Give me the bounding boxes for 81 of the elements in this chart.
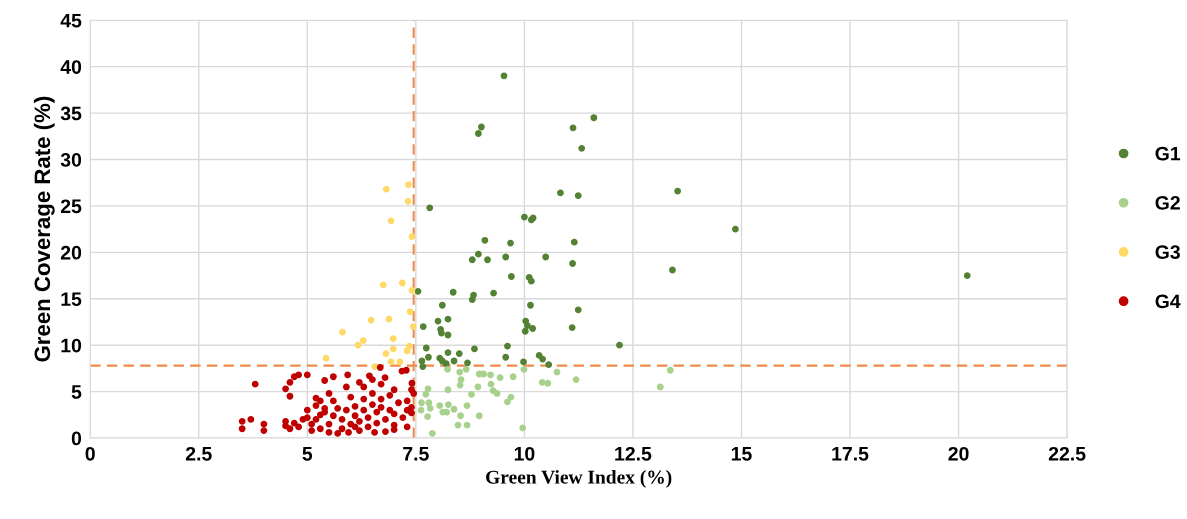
- legend-label: G1: [1155, 146, 1181, 161]
- point: [385, 315, 393, 323]
- point: [445, 401, 452, 409]
- point: [656, 383, 664, 391]
- point: [354, 341, 362, 349]
- point: [456, 381, 464, 389]
- point: [509, 373, 517, 381]
- point: [398, 279, 406, 287]
- point: [462, 365, 470, 373]
- point: [520, 365, 528, 373]
- point: [487, 380, 495, 388]
- y-tick-label: 0: [71, 431, 82, 446]
- point: [389, 345, 397, 353]
- point: [387, 217, 395, 225]
- point: [666, 366, 674, 374]
- point: [519, 424, 527, 432]
- legend-label: G4: [1155, 294, 1181, 309]
- point: [379, 281, 387, 289]
- y-tick-label: 15: [61, 292, 82, 307]
- legend-label: G2: [1155, 195, 1180, 210]
- y-tick-label: 25: [60, 199, 82, 214]
- point: [405, 181, 412, 188]
- legend-label: G3: [1155, 245, 1180, 259]
- y-axis-title: Green Coverage Rate (%): [33, 96, 55, 362]
- point: [422, 391, 430, 398]
- point: [428, 429, 436, 437]
- y-tick-label: 5: [71, 385, 82, 399]
- y-tick-label: 35: [60, 106, 82, 121]
- point: [493, 390, 501, 397]
- point: [456, 368, 464, 376]
- point: [504, 398, 511, 406]
- point: [443, 408, 451, 416]
- point: [359, 337, 367, 344]
- x-tick-label: 17.5: [832, 447, 869, 461]
- point: [480, 370, 487, 378]
- point: [418, 399, 425, 407]
- x-tick-label: 7.5: [403, 447, 429, 461]
- point: [457, 376, 465, 383]
- point: [389, 335, 397, 343]
- x-tick-label: 20: [948, 446, 969, 461]
- y-tick-label: 40: [60, 60, 82, 74]
- point: [426, 404, 434, 412]
- point: [544, 379, 552, 387]
- point: [322, 354, 330, 362]
- x-tick-label: 12.5: [615, 446, 652, 461]
- point: [463, 402, 471, 409]
- y-tick-label: 45: [60, 13, 82, 28]
- point: [382, 185, 390, 193]
- point: [406, 308, 414, 316]
- point: [424, 413, 431, 421]
- point: [444, 386, 452, 394]
- x-tick-label: 0: [85, 446, 95, 461]
- point: [450, 405, 458, 413]
- point: [444, 365, 451, 373]
- point: [408, 233, 416, 240]
- x-tick-label: 15: [731, 447, 752, 461]
- x-tick-label: 10: [514, 446, 535, 461]
- y-tick-label: 30: [60, 152, 82, 167]
- point: [404, 197, 412, 205]
- point: [487, 371, 494, 379]
- point: [475, 412, 483, 420]
- point: [339, 328, 346, 336]
- point: [396, 358, 404, 366]
- x-tick-label: 22.5: [1048, 446, 1086, 461]
- point: [371, 363, 378, 370]
- x-axis-title: Green View Index (%): [486, 470, 672, 488]
- point: [468, 391, 475, 398]
- point: [382, 350, 390, 357]
- x-tick-label: 2.5: [185, 446, 212, 461]
- point: [457, 412, 464, 420]
- point: [436, 402, 444, 409]
- point: [387, 358, 395, 366]
- point: [403, 347, 411, 355]
- point: [367, 316, 375, 324]
- point: [408, 287, 416, 294]
- point: [409, 323, 417, 331]
- x-tick-label: 5: [302, 447, 313, 461]
- y-tick-label: 20: [60, 245, 82, 260]
- y-tick-label: 10: [61, 338, 82, 353]
- point: [572, 376, 580, 383]
- point: [496, 374, 504, 382]
